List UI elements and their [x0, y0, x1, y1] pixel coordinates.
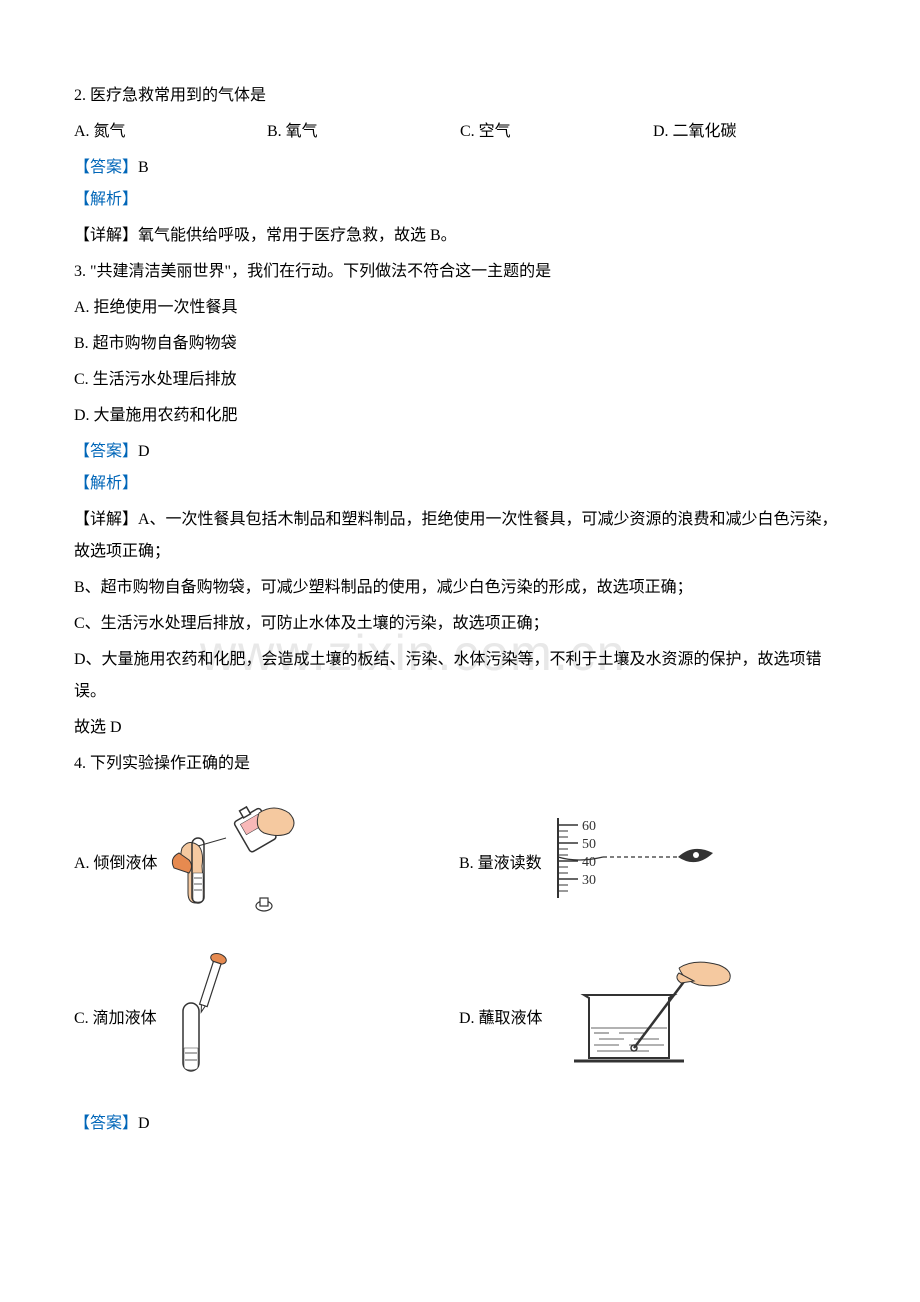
dip-liquid-icon — [549, 953, 739, 1085]
q2-opt-c: C. 空气 — [460, 116, 653, 148]
q3-opt-a: A. 拒绝使用一次性餐具 — [74, 292, 846, 324]
q3-opt-d: D. 大量施用农药和化肥 — [74, 400, 846, 432]
q2-jiexi: 【解析】 — [74, 184, 846, 216]
q3-opt-b: B. 超市购物自备购物袋 — [74, 328, 846, 360]
q3-jiexi: 【解析】 — [74, 468, 846, 500]
q4-answer: 【答案】D — [74, 1108, 846, 1140]
q2-answer-val: B — [138, 159, 149, 176]
pour-liquid-icon — [164, 798, 304, 930]
q2-options: A. 氮气 B. 氧气 C. 空气 D. 二氧化碳 — [74, 116, 846, 148]
q3-detail-b: B、超市购物自备购物袋，可减少塑料制品的使用，减少白色污染的形成，故选项正确； — [74, 572, 846, 604]
q3-detail-end: 故选 D — [74, 712, 846, 744]
svg-text:40: 40 — [582, 855, 596, 870]
q2-opt-d: D. 二氧化碳 — [653, 116, 846, 148]
svg-text:30: 30 — [582, 873, 596, 888]
svg-text:50: 50 — [582, 837, 596, 852]
measure-liquid-icon: 60 50 40 30 — [548, 813, 728, 915]
q2-detail: 【详解】氧气能供给呼吸，常用于医疗急救，故选 B。 — [74, 220, 846, 252]
svg-text:60: 60 — [582, 819, 596, 834]
answer-label: 【答案】 — [74, 443, 138, 460]
q4-row-cd: C. 滴加液体 — [74, 948, 846, 1090]
answer-label: 【答案】 — [74, 159, 138, 176]
q4-opt-c-label: C. 滴加液体 — [74, 1003, 157, 1035]
q2-opt-b: B. 氧气 — [267, 116, 460, 148]
q3-answer: 【答案】D — [74, 436, 846, 468]
q3-detail-c: C、生活污水处理后排放，可防止水体及土壤的污染，故选项正确； — [74, 608, 846, 640]
q3-answer-val: D — [138, 443, 150, 460]
q4-row-ab: A. 倾倒液体 — [74, 798, 846, 930]
q4-opt-a-label: A. 倾倒液体 — [74, 848, 158, 880]
q3-detail-d: D、大量施用农药和化肥，会造成土壤的板结、污染、水体污染等，不利于土壤及水资源的… — [74, 644, 846, 708]
q4-opt-d-label: D. 蘸取液体 — [459, 1003, 543, 1035]
q2-answer: 【答案】B — [74, 152, 846, 184]
q4-opt-b-label: B. 量液读数 — [459, 848, 542, 880]
q3-stem: 3. "共建清洁美丽世界"，我们在行动。下列做法不符合这一主题的是 — [74, 256, 846, 288]
q4-stem: 4. 下列实验操作正确的是 — [74, 748, 846, 780]
drop-liquid-icon — [163, 948, 253, 1090]
q3-opt-c: C. 生活污水处理后排放 — [74, 364, 846, 396]
q2-opt-a: A. 氮气 — [74, 116, 267, 148]
q3-detail-a: 【详解】A、一次性餐具包括木制品和塑料制品，拒绝使用一次性餐具，可减少资源的浪费… — [74, 504, 846, 568]
q2-stem: 2. 医疗急救常用到的气体是 — [74, 80, 846, 112]
q4-answer-val: D — [138, 1115, 150, 1132]
answer-label: 【答案】 — [74, 1115, 138, 1132]
